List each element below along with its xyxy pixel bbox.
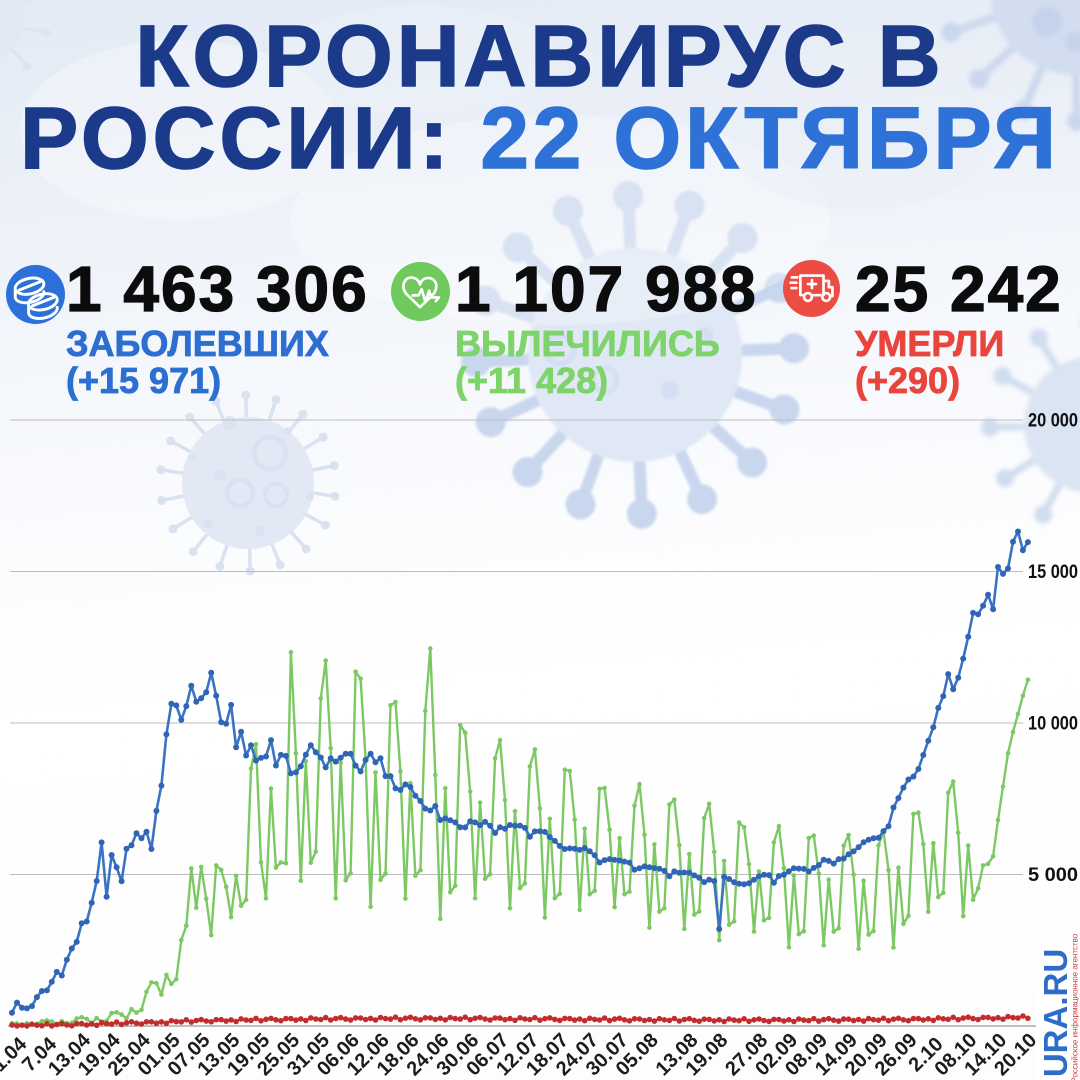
svg-text:20 000: 20 000 bbox=[1028, 411, 1078, 432]
svg-text:10 000: 10 000 bbox=[1028, 714, 1078, 735]
svg-text:5 000: 5 000 bbox=[1028, 865, 1078, 886]
svg-text:15 000: 15 000 bbox=[1028, 562, 1078, 583]
